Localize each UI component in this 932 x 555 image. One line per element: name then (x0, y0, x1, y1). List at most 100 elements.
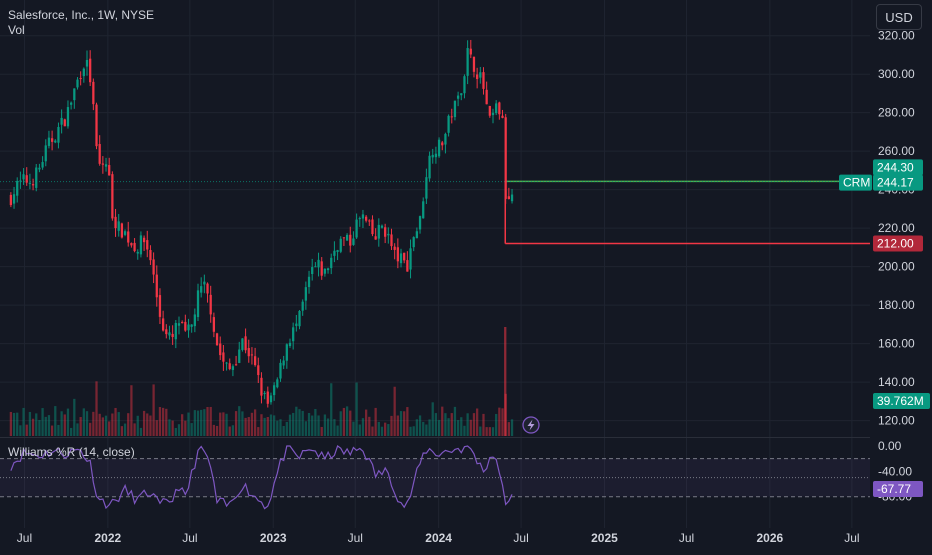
volume-bar (139, 427, 143, 436)
candle (28, 182, 32, 184)
candle (466, 48, 469, 76)
volume-bar (320, 426, 323, 436)
volume-bar (155, 420, 158, 436)
candle (368, 220, 371, 222)
volume-bar (120, 426, 124, 436)
candle (336, 250, 339, 252)
candle (196, 290, 200, 318)
volume-bar (146, 413, 149, 436)
volume-bar (314, 409, 317, 436)
volume-bar (288, 414, 292, 436)
volume-bar (130, 385, 133, 436)
volume-bar (292, 412, 295, 436)
williams-r-line (10, 445, 513, 510)
candle (203, 281, 206, 285)
candle (108, 165, 111, 176)
candle (384, 227, 387, 237)
candle (418, 216, 422, 230)
candle (76, 79, 79, 88)
candle (177, 323, 181, 326)
candle (472, 56, 476, 72)
volume-bar (311, 415, 314, 436)
time-tick-label: Jul (17, 531, 32, 545)
volume-bar (158, 406, 162, 436)
candle (453, 100, 457, 118)
volume-bar (377, 421, 380, 436)
volume-bar (95, 381, 98, 436)
volume-bar (136, 415, 139, 436)
volume-bar (393, 386, 396, 436)
volume-bar (82, 408, 85, 436)
time-tick-label: Jul (513, 531, 528, 545)
candle (9, 194, 13, 206)
volume-bar (76, 423, 79, 436)
candle (82, 68, 85, 77)
volume-bar (101, 417, 104, 436)
candle (358, 218, 361, 220)
candle (12, 194, 16, 204)
price-tick-label: 320.00 (878, 29, 915, 43)
price-axis[interactable]: 320.00300.00280.00260.00240.00220.00200.… (878, 29, 915, 428)
price-tick-label: 140.00 (878, 375, 915, 389)
time-tick-label: Jul (348, 531, 363, 545)
volume-value-label: 39.762M (877, 394, 924, 408)
volume-bar (279, 419, 282, 436)
time-tick-label: Jul (679, 531, 694, 545)
candle (311, 267, 314, 274)
last-price-label: 244.17 (877, 176, 914, 190)
price-tick-label: 180.00 (878, 298, 915, 312)
volume-bar (31, 418, 35, 436)
candle (320, 261, 323, 276)
volume-bar (317, 415, 320, 436)
volume-bar (396, 415, 399, 436)
volume-bar (371, 426, 374, 436)
candle (298, 310, 301, 327)
candle (165, 329, 168, 335)
candle (456, 95, 460, 99)
candle (41, 162, 44, 168)
volume-bar (355, 382, 358, 436)
candle (190, 324, 193, 327)
lightning-icon[interactable] (522, 416, 540, 434)
candle (339, 238, 342, 252)
candle (444, 133, 447, 145)
candle (44, 145, 47, 162)
target-high-label: 244.30 (877, 160, 914, 174)
candle (406, 260, 409, 272)
indicator-tick-label: 0.00 (878, 439, 902, 453)
candle (352, 238, 355, 245)
candle (482, 72, 485, 89)
volume-label: Vol (8, 23, 25, 37)
candle (485, 89, 488, 105)
volume-bar (257, 427, 260, 436)
volume-bar (25, 424, 28, 436)
candle (73, 88, 76, 101)
indicator-title[interactable]: Williams %R (14, close) (8, 445, 135, 459)
volume-bar (260, 414, 263, 436)
volume-bar (222, 412, 225, 436)
volume-bar (241, 411, 244, 436)
currency-button[interactable]: USD (876, 4, 922, 30)
volume-bar (282, 425, 285, 436)
time-axis[interactable]: Jul 2022 Jul 2023 Jul 2024 Jul 2025 Jul 2026 Jul (17, 531, 860, 545)
candle (279, 362, 282, 379)
candle (241, 338, 244, 350)
volume-bar (54, 406, 57, 436)
volume-bar (66, 408, 70, 436)
williams-value-label: -67.77 (877, 482, 911, 496)
candle (206, 283, 209, 294)
price-badges: 244.30 244.17 CRM 212.00 39.762M -67.77 (839, 159, 930, 497)
volume-bar (479, 426, 482, 436)
volume-bar (98, 413, 101, 436)
volume-bar (200, 409, 203, 436)
volume-bars (9, 327, 514, 436)
candle (114, 216, 117, 229)
target-price-lines (504, 180, 870, 245)
candle (200, 286, 203, 293)
candle (70, 102, 73, 105)
candle (244, 336, 247, 351)
candle (399, 253, 403, 264)
volume-bar (190, 423, 193, 436)
